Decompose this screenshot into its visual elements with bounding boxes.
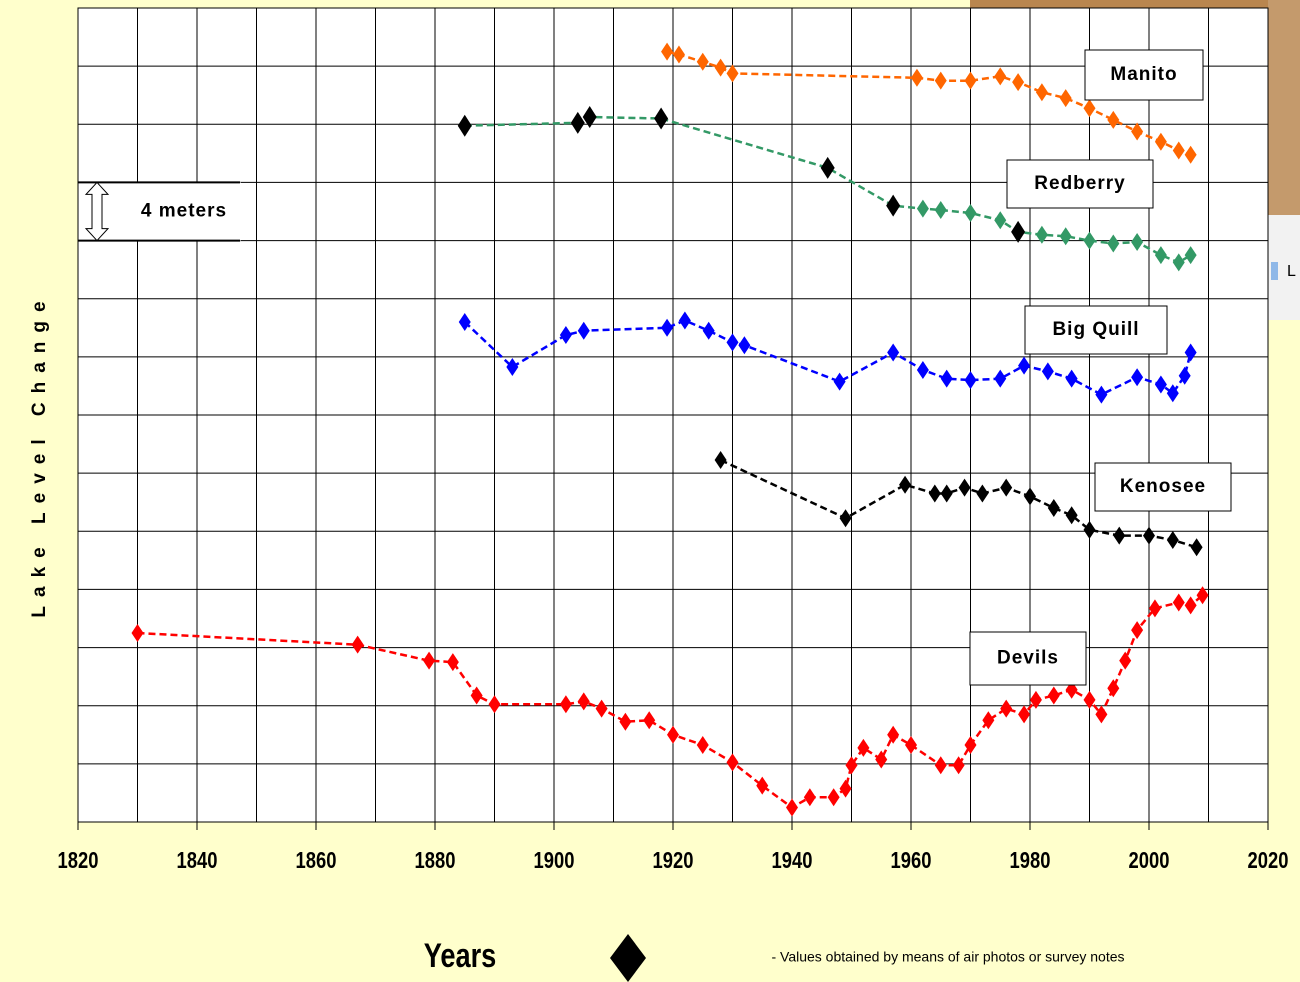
marker-note: - Values obtained by means of air photos… xyxy=(771,949,1124,965)
series-label: Big Quill xyxy=(1052,319,1139,340)
x-tick-label: 1960 xyxy=(891,848,932,873)
scale-label: 4 meters xyxy=(141,201,227,222)
x-tick-label: 1840 xyxy=(177,848,218,873)
map-fragment xyxy=(1268,0,1300,215)
chart: L Lake Level Change Years - Values obtai… xyxy=(0,0,1300,982)
series-label: Redberry xyxy=(1034,173,1125,194)
series-label: Kenosee xyxy=(1120,476,1206,497)
x-tick-label: 1940 xyxy=(772,848,813,873)
x-tick-label: 1860 xyxy=(296,848,337,873)
map-fragment xyxy=(970,0,1300,8)
x-tick-label: 1980 xyxy=(1010,848,1051,873)
x-tick-label: 1920 xyxy=(653,848,694,873)
x-tick-label: 1880 xyxy=(415,848,456,873)
x-tick-label: 2020 xyxy=(1248,848,1289,873)
map-swatch xyxy=(1271,262,1278,280)
x-tick-label: 2000 xyxy=(1129,848,1170,873)
map-label: L xyxy=(1287,263,1296,280)
x-axis-label: Years xyxy=(424,936,497,975)
x-tick-label: 1900 xyxy=(534,848,575,873)
x-tick-label: 1820 xyxy=(58,848,99,873)
series-label: Manito xyxy=(1110,64,1177,85)
legend-marker xyxy=(610,934,646,982)
y-axis-label: Lake Level Change xyxy=(29,292,50,617)
series-label: Devils xyxy=(997,648,1059,669)
